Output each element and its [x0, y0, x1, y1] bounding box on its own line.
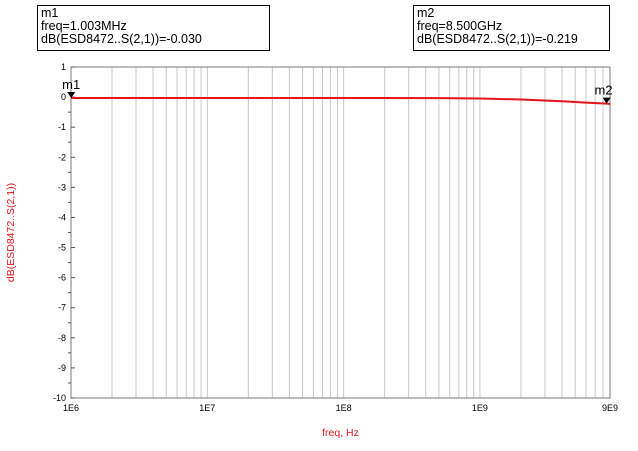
x-tick-label: 1E9 [472, 403, 488, 413]
y-tick-label: -2 [58, 152, 66, 162]
marker-m1-readout[interactable]: m1 freq=1.003MHz dB(ESD8472..S(2,1))=-0.… [37, 5, 270, 51]
marker-m1-triangle [67, 91, 76, 98]
y-tick-label: -6 [58, 273, 66, 283]
y-axis-ticks: 1 0 -1 -2 -3 -4 -5 -6 -7 -8 -9 -10 [53, 62, 75, 403]
y-tick-label: -3 [58, 182, 66, 192]
y-tick-label: -9 [58, 363, 66, 373]
marker-m2-triangle [602, 97, 611, 104]
marker-m2-freq: freq=8.500GHz [417, 19, 503, 33]
y-tick-label: -1 [58, 122, 66, 132]
y-tick-label: 1 [61, 62, 66, 72]
marker-m1-freq: freq=1.003MHz [41, 19, 127, 33]
y-tick-label: -8 [58, 333, 66, 343]
y-tick-label: 0 [61, 92, 66, 102]
x-tick-label: 1E6 [63, 403, 79, 413]
marker-m2-label: m2 [595, 83, 613, 98]
plot-frame [70, 66, 611, 399]
y-tick-label: -4 [58, 212, 66, 222]
x-tick-label: 1E7 [199, 403, 215, 413]
marker-m1-value: dB(ESD8472..S(2,1))=-0.030 [41, 32, 202, 46]
marker-m2-readout[interactable]: m2 freq=8.500GHz dB(ESD8472..S(2,1))=-0.… [413, 5, 610, 51]
x-axis-ticks: 1E6 1E7 1E8 1E9 9E9 [63, 403, 618, 413]
marker-m2-value: dB(ESD8472..S(2,1))=-0.219 [417, 32, 578, 46]
series-line-s21 [71, 96, 611, 106]
x-axis-title: freq, Hz [322, 427, 359, 439]
y-tick-label: -5 [58, 243, 66, 253]
markers: m1 m2 [62, 77, 613, 104]
grid [70, 67, 611, 398]
marker-m1-label: m1 [62, 77, 80, 92]
y-tick-label: -7 [58, 303, 66, 313]
y-tick-label: -10 [53, 393, 66, 403]
marker-m1-name: m1 [41, 6, 59, 20]
x-tick-label: 1E8 [336, 403, 352, 413]
x-tick-label: 9E9 [602, 403, 618, 413]
marker-m2-name: m2 [417, 6, 435, 20]
y-axis-title: dB(ESD8472..S(2,1)) [5, 183, 17, 282]
